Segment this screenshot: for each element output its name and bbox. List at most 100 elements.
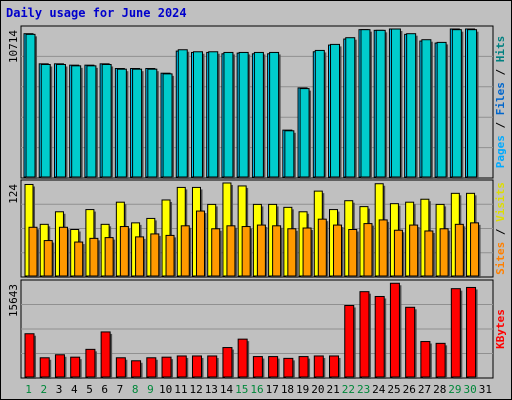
x-tick-label: 12	[189, 383, 202, 396]
sites-bar	[241, 226, 251, 277]
sites-bar	[74, 241, 84, 277]
sites-bar	[119, 226, 129, 277]
kbytes-bar	[389, 282, 400, 378]
kbytes-bar	[268, 356, 279, 378]
kbytes-bar	[85, 348, 96, 378]
kbytes-bar	[146, 357, 157, 378]
files-bar	[451, 29, 462, 178]
x-tick-label: 6	[101, 383, 108, 396]
files-bar	[132, 68, 143, 178]
kbytes-bar	[450, 288, 461, 378]
files-bar	[162, 73, 173, 178]
chart-title: Daily usage for June 2024	[6, 6, 187, 20]
series-legend: KBytes	[494, 309, 507, 349]
x-tick-label: 18	[281, 383, 294, 396]
files-bar	[299, 88, 310, 178]
x-tick-label: 11	[174, 383, 187, 396]
files-bar	[360, 29, 371, 178]
legend-part: /	[494, 115, 507, 135]
kbytes-bar	[237, 338, 248, 378]
kbytes-bar	[191, 355, 202, 378]
legend-part: Hits	[494, 36, 507, 63]
files-bar	[436, 41, 447, 178]
x-tick-label: 25	[387, 383, 400, 396]
y-max-label: 10714	[7, 30, 20, 63]
x-tick-label: 2	[41, 383, 48, 396]
sites-bar	[165, 234, 175, 277]
kbytes-bar	[420, 341, 431, 378]
kbytes-bar	[100, 331, 111, 378]
kbytes-bar	[207, 355, 218, 378]
x-tick-label: 17	[266, 383, 279, 396]
files-bar	[208, 51, 219, 178]
sites-bar	[43, 240, 53, 277]
sites-bar	[180, 225, 190, 277]
x-tick-label: 31	[479, 383, 492, 396]
kbytes-bar	[39, 357, 50, 378]
x-tick-label: 10	[159, 383, 172, 396]
x-tick-label: 5	[86, 383, 93, 396]
sites-bar	[470, 222, 480, 277]
legend-part: /	[494, 62, 507, 82]
files-bar	[177, 49, 188, 178]
files-bar	[390, 28, 401, 178]
kbytes-bar	[161, 356, 172, 378]
sites-bar	[287, 228, 297, 277]
files-bar	[223, 51, 234, 178]
sites-bar	[135, 236, 145, 277]
kbytes-bar	[374, 295, 385, 378]
x-tick-label: 15	[235, 383, 248, 396]
files-bar	[467, 29, 478, 178]
x-tick-label: 20	[311, 383, 324, 396]
x-tick-label: 28	[433, 383, 446, 396]
sites-bar	[454, 223, 464, 277]
sites-bar	[28, 226, 38, 277]
files-bar	[375, 29, 386, 178]
sites-bar	[424, 230, 434, 277]
kbytes-bar	[359, 291, 370, 378]
kbytes-bar	[115, 357, 126, 378]
sites-bar	[211, 228, 221, 277]
kbytes-bar	[176, 355, 187, 378]
kbytes-bar	[283, 357, 294, 378]
y-max-label: 15643	[7, 284, 20, 317]
sites-bar	[104, 237, 114, 277]
x-tick-label: 4	[71, 383, 78, 396]
x-tick-label: 13	[205, 383, 218, 396]
sites-bar	[378, 219, 388, 277]
x-tick-label: 9	[147, 383, 154, 396]
files-bar	[192, 51, 203, 178]
files-bar	[269, 51, 280, 178]
x-tick-label: 26	[403, 383, 416, 396]
sites-bar	[256, 224, 266, 277]
files-bar	[116, 68, 127, 178]
sites-bar	[195, 210, 205, 277]
sites-bar	[150, 233, 160, 277]
files-bar	[25, 33, 36, 178]
kbytes-bar	[405, 306, 416, 378]
sites-bar	[302, 227, 312, 277]
kbytes-bar	[131, 360, 142, 378]
sites-bar	[439, 228, 449, 277]
kbytes-bar	[252, 356, 263, 378]
legend-part: Visits	[494, 182, 507, 222]
sites-bar	[58, 226, 68, 277]
x-tick-label: 16	[250, 383, 263, 396]
files-bar	[55, 63, 66, 178]
x-tick-label: 1	[25, 383, 32, 396]
sites-bar	[363, 223, 373, 277]
series-legend: Sites / Visits	[494, 182, 507, 275]
x-tick-label: 3	[56, 383, 63, 396]
files-bar	[330, 43, 341, 178]
legend-part: KBytes	[494, 309, 507, 349]
files-bar	[345, 37, 356, 178]
x-tick-label: 24	[372, 383, 386, 396]
x-tick-label: 23	[357, 383, 370, 396]
files-bar	[147, 68, 158, 178]
files-bar	[284, 130, 295, 178]
x-tick-label: 22	[342, 383, 355, 396]
files-bar	[253, 51, 264, 178]
sites-bar	[89, 237, 99, 277]
kbytes-bar	[329, 355, 340, 378]
